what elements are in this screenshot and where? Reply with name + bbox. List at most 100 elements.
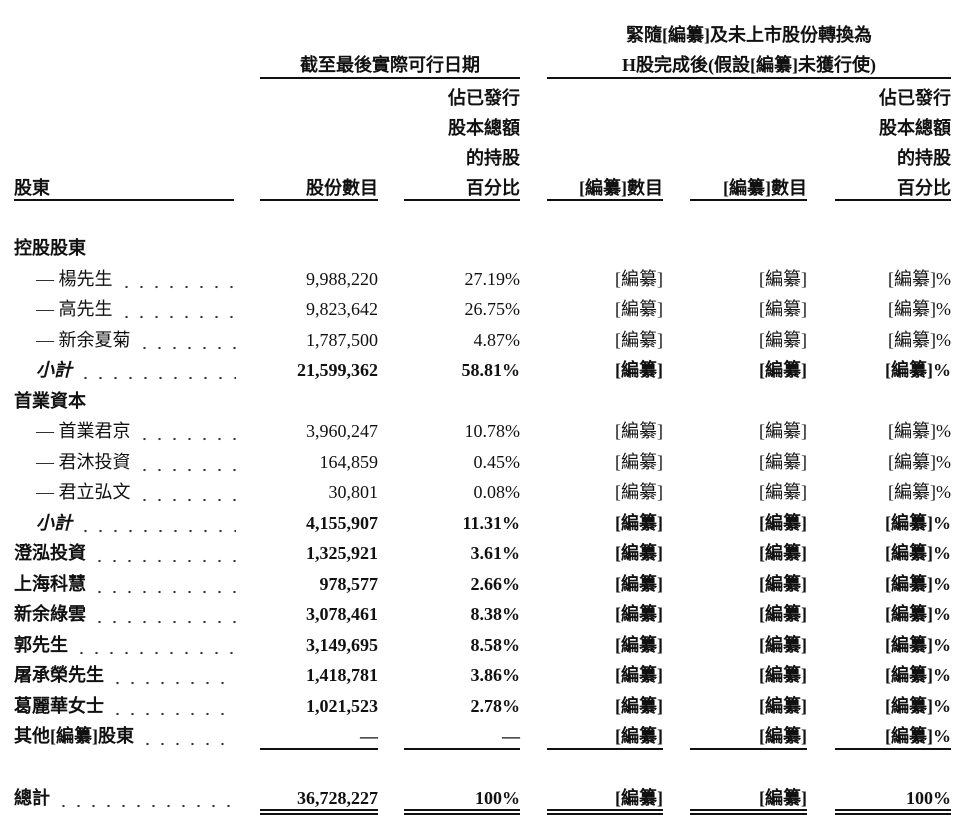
shareholder-name: — 首業君京 xyxy=(14,420,236,442)
dot-leader xyxy=(136,420,236,442)
cell-c5: [編纂]% xyxy=(885,665,951,685)
cell-c4: [編纂] xyxy=(759,543,807,563)
dot-leader xyxy=(136,328,236,351)
cell-c5: [編纂]% xyxy=(885,512,951,533)
pct-header-1: 百分比 xyxy=(466,178,520,198)
cell-c3: [編纂] xyxy=(615,788,663,808)
cell-shares: 4,155,907 xyxy=(306,512,378,533)
cell-c3: [編纂] xyxy=(615,604,663,624)
cell-c5: [編纂]% xyxy=(888,268,951,289)
shareholder-label: — 新余夏菊 xyxy=(36,329,131,350)
shareholder-label: 新余綠雲 xyxy=(14,604,86,624)
cell-c3: [編纂] xyxy=(615,268,663,289)
shareholder-label: 控股股東 xyxy=(14,238,86,258)
header-rule xyxy=(690,199,807,201)
shareholder-label: 上海科慧 xyxy=(14,573,86,594)
cell-c3: [編纂] xyxy=(615,726,663,746)
cell-shares: 3,149,695 xyxy=(306,634,378,655)
shareholder-name: 小計 xyxy=(14,511,236,534)
cell-c4: [編纂] xyxy=(759,665,807,685)
shareholder-name: — 高先生 xyxy=(14,298,236,320)
cell-c5: 100% xyxy=(906,788,951,808)
dot-leader xyxy=(118,267,236,290)
shareholder-label: 屠承榮先生 xyxy=(14,665,104,685)
cell-shares: 1,325,921 xyxy=(306,543,378,563)
cell-c5: [編纂]% xyxy=(888,421,951,441)
cell-shares: 36,728,227 xyxy=(297,788,378,808)
cell-c3: [編纂] xyxy=(615,634,663,655)
cell-c4: [編纂] xyxy=(759,634,807,655)
dot-leader xyxy=(118,298,236,320)
shareholder-name: — 新余夏菊 xyxy=(14,328,236,351)
cell-c5: [編纂]% xyxy=(888,451,951,472)
cell-c4: [編纂] xyxy=(759,299,807,319)
cell-c5: [編纂]% xyxy=(885,573,951,594)
cell-c3: [編纂] xyxy=(615,573,663,594)
cell-pct: 4.87% xyxy=(473,329,521,350)
group2-header-line2: H股完成後(假設[編纂]未獲行使) xyxy=(622,55,876,75)
shareholder-name: 新余綠雲 xyxy=(14,603,236,625)
cell-shares: 1,418,781 xyxy=(306,665,378,685)
cell-pct: 0.45% xyxy=(473,451,521,472)
cell-c3: [編纂] xyxy=(615,421,663,441)
cell-shares: 3,078,461 xyxy=(306,604,378,624)
col-redacted2-header: [編纂]數目 xyxy=(723,178,807,198)
cell-c5: [編纂]% xyxy=(888,299,951,319)
cell-c4: [編纂] xyxy=(759,695,807,716)
shareholder-name: — 君沐投資 xyxy=(14,450,236,473)
subtotal-rule xyxy=(404,748,520,750)
dot-leader xyxy=(110,694,236,717)
cell-c3: [編纂] xyxy=(615,299,663,319)
cell-c4: [編纂] xyxy=(759,421,807,441)
dot-leader xyxy=(92,572,236,595)
shareholder-label: 首業資本 xyxy=(14,390,86,411)
shareholder-name: 郭先生 xyxy=(14,633,236,656)
shareholder-name: 澄泓投資 xyxy=(14,542,236,564)
total-double-rule xyxy=(260,809,378,815)
total-double-rule xyxy=(547,809,663,815)
shareholder-name: — 君立弘文 xyxy=(14,481,236,503)
cell-c3: [編纂] xyxy=(615,543,663,563)
dot-leader xyxy=(136,450,236,473)
cell-shares: 978,577 xyxy=(319,573,379,594)
shareholder-label: 葛麗華女士 xyxy=(14,695,104,716)
shareholder-name: 葛麗華女士 xyxy=(14,694,236,717)
pct-header-1: 的持股 xyxy=(466,148,520,168)
shareholder-label: 郭先生 xyxy=(14,634,68,655)
shareholder-label: — 君立弘文 xyxy=(36,482,131,502)
cell-pct: 11.31% xyxy=(462,512,520,533)
cell-c4: [編纂] xyxy=(759,482,807,502)
cell-pct: 58.81% xyxy=(461,360,521,380)
shareholder-label: — 楊先生 xyxy=(36,268,113,289)
pct-header-2: 百分比 xyxy=(897,178,951,198)
cell-pct: 10.78% xyxy=(464,421,521,441)
group1-header: 截至最後實際可行日期 xyxy=(300,55,480,75)
cell-shares: 1,021,523 xyxy=(306,695,378,716)
cell-c4: [編纂] xyxy=(759,451,807,472)
col-shares-header: 股份數目 xyxy=(306,178,378,198)
dot-leader xyxy=(78,511,236,534)
pct-header-2: 的持股 xyxy=(897,148,951,168)
shareholder-name: — 楊先生 xyxy=(14,267,236,290)
cell-shares: 21,599,362 xyxy=(297,360,378,380)
header-rule xyxy=(260,199,378,201)
cell-c4: [編纂] xyxy=(759,604,807,624)
cell-shares: 30,801 xyxy=(328,482,379,502)
cell-pct: 2.66% xyxy=(470,573,521,594)
cell-c5: [編纂]% xyxy=(885,726,951,746)
cell-c5: [編纂]% xyxy=(885,695,951,716)
cell-pct: 2.78% xyxy=(470,695,521,716)
shareholder-name: 首業資本 xyxy=(14,390,236,412)
dot-leader xyxy=(92,542,236,564)
header-rule xyxy=(404,199,520,201)
cell-c5: [編纂]% xyxy=(885,604,951,624)
cell-pct: 3.61% xyxy=(470,543,521,563)
cell-c4: [編纂] xyxy=(759,726,807,746)
shareholder-label: — 首業君京 xyxy=(36,421,131,441)
cell-shares: 164,859 xyxy=(319,451,379,472)
cell-pct: 100% xyxy=(475,788,520,808)
cell-shares: 1,787,500 xyxy=(306,329,378,350)
col-shareholder-header: 股東 xyxy=(14,178,50,198)
total-double-rule xyxy=(835,809,951,815)
